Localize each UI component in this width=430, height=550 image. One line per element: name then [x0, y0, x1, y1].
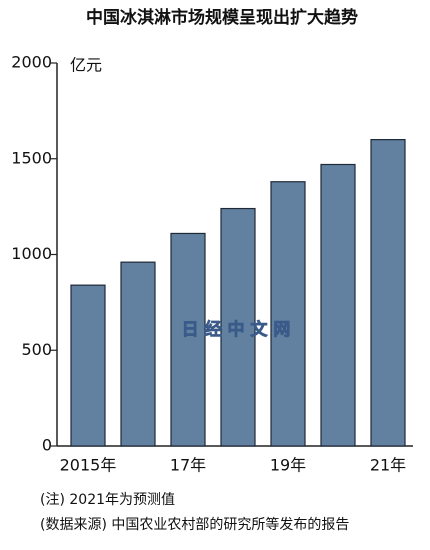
x-tick-label: 19年: [270, 456, 306, 475]
x-tick-label: 2015年: [60, 456, 117, 475]
bar: [370, 139, 406, 447]
source-note: (数据来源) 中国农业农村部的研究所等发布的报告: [40, 516, 349, 533]
chart-title: 中国冰淇淋市场规模呈现出扩大趋势: [86, 7, 358, 28]
bar: [220, 207, 256, 447]
bar: [320, 163, 356, 447]
x-tick-label: 17年: [170, 456, 206, 475]
bar: [170, 232, 206, 447]
y-tick-label: 0: [42, 436, 52, 455]
bar: [70, 284, 106, 447]
bar: [270, 181, 306, 447]
y-tick-label: 500: [21, 340, 52, 359]
watermark: 日 经 中 文 网: [182, 319, 291, 340]
y-axis-unit: 亿元: [70, 56, 102, 75]
bar: [120, 261, 156, 447]
y-tick-label: 2000: [11, 53, 52, 72]
x-tick-label: 21年: [370, 456, 406, 475]
y-tick-label: 1000: [11, 244, 52, 263]
y-tick-label: 1500: [11, 148, 52, 167]
note: (注) 2021年为预测值: [40, 492, 175, 508]
